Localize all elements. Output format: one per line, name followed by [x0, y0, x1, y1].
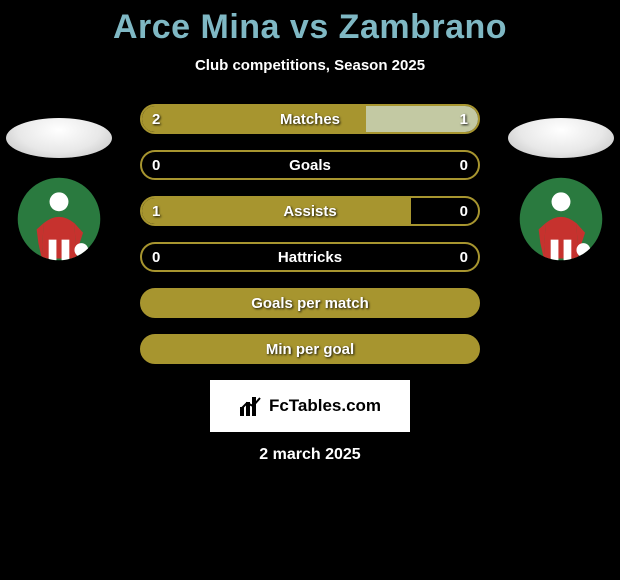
stat-label: Goals: [142, 152, 478, 178]
attribution-logo-icon: [239, 395, 263, 417]
attribution-text: FcTables.com: [269, 396, 381, 416]
stat-label: Assists: [142, 198, 478, 224]
stat-row-hattricks: 00Hattricks: [140, 242, 480, 272]
attribution-badge: FcTables.com: [210, 380, 410, 432]
stat-chip-min-per-goal: Min per goal: [140, 334, 480, 364]
stat-row-goals: 00Goals: [140, 150, 480, 180]
stat-label: Matches: [142, 106, 478, 132]
stat-row-matches: 21Matches: [140, 104, 480, 134]
stats-container: 21Matches 00Goals 10Assists 00Hattricks Goa…: [0, 104, 620, 464]
stat-label: Hattricks: [142, 244, 478, 270]
subtitle: Club competitions, Season 2025: [0, 57, 620, 74]
chip-label: Goals per match: [251, 295, 369, 312]
chip-label: Min per goal: [266, 341, 354, 358]
date-label: 2 march 2025: [0, 446, 620, 464]
stat-chip-goals-per-match: Goals per match: [140, 288, 480, 318]
stat-row-assists: 10Assists: [140, 196, 480, 226]
page-title: Arce Mina vs Zambrano: [0, 0, 620, 47]
